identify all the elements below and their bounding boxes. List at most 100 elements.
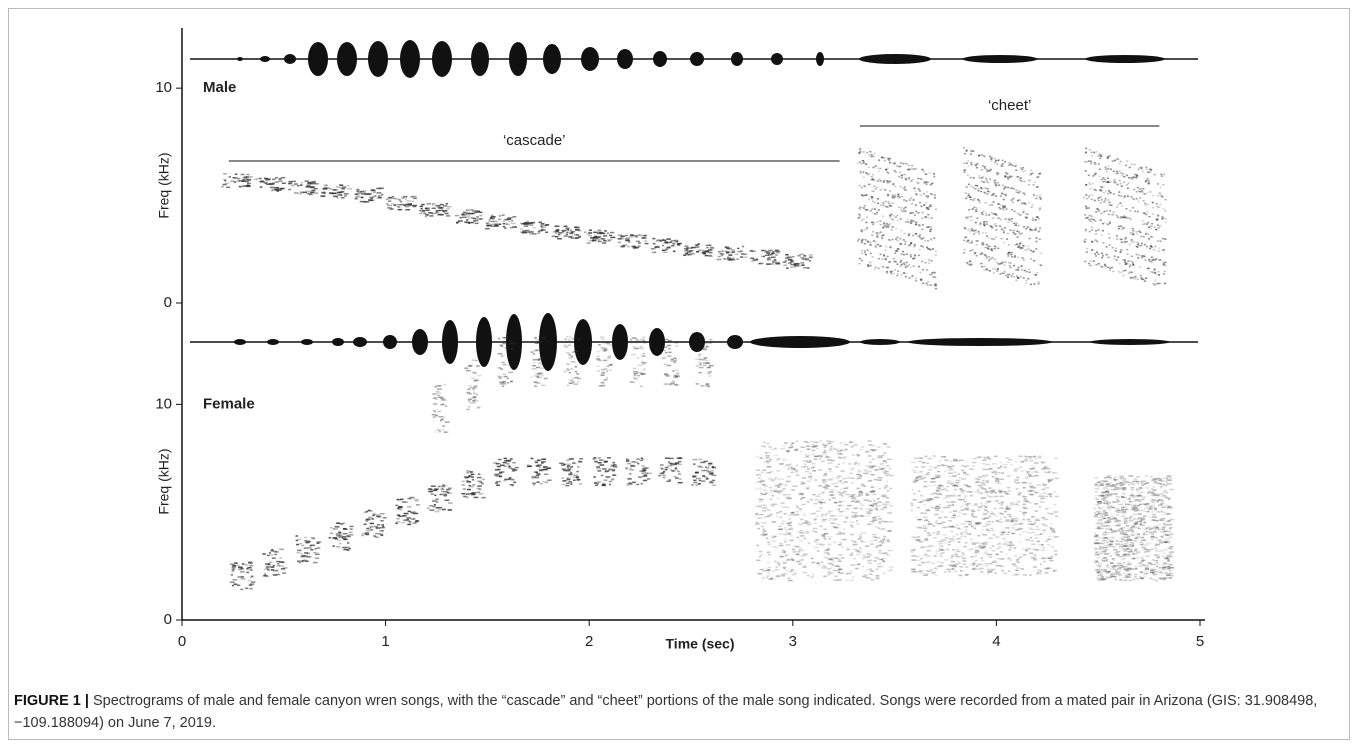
spectrogram-texture (1089, 231, 1091, 233)
spectrogram-texture (800, 494, 804, 496)
spectrogram-texture (976, 244, 978, 246)
spectrogram-texture (315, 554, 320, 556)
spectrogram-texture (1010, 254, 1012, 256)
spectrogram-texture (875, 241, 877, 243)
spectrogram-texture (544, 225, 546, 227)
spectrogram-texture (344, 193, 349, 195)
spectrogram-texture (834, 519, 837, 521)
spectrogram-texture (982, 243, 984, 245)
spectrogram-texture (1160, 174, 1162, 176)
spectrogram-texture (496, 481, 501, 483)
spectrogram-texture (230, 564, 234, 566)
spectrogram-texture (853, 508, 857, 510)
spectrogram-texture (1121, 228, 1123, 230)
spectrogram-texture (389, 198, 392, 200)
spectrogram-texture (566, 352, 570, 354)
spectrogram-texture (910, 242, 912, 244)
spectrogram-texture (234, 181, 236, 183)
spectrogram-texture (805, 486, 810, 488)
spectrogram-texture (396, 518, 399, 520)
spectrogram-texture (1139, 232, 1141, 234)
spectrogram-texture (542, 469, 544, 471)
spectrogram-texture (701, 480, 705, 482)
spectrogram-texture (916, 181, 918, 183)
spectrogram-texture (1027, 278, 1029, 280)
spectrogram-texture (232, 585, 234, 587)
spectrogram-texture (927, 196, 929, 198)
spectrogram-texture (809, 513, 812, 515)
spectrogram-texture (874, 449, 877, 451)
spectrogram-texture (971, 216, 973, 218)
spectrogram-texture (732, 251, 735, 253)
spectrogram-texture (356, 191, 359, 193)
spectrogram-texture (982, 165, 984, 167)
spectrogram-texture (958, 541, 961, 543)
spectrogram-texture (1099, 190, 1101, 192)
spectrogram-texture (1156, 274, 1158, 276)
spectrogram-texture (529, 465, 532, 467)
spectrogram-texture (702, 359, 705, 361)
spectrogram-texture (1096, 208, 1098, 210)
spectrogram-texture (898, 166, 900, 168)
spectrogram-texture (758, 458, 762, 460)
spectrogram-texture (905, 267, 907, 269)
spectrogram-texture (545, 231, 548, 233)
spectrogram-texture (756, 545, 758, 547)
spectrogram-texture (475, 223, 479, 225)
spectrogram-texture (446, 489, 450, 491)
spectrogram-texture (1017, 277, 1019, 279)
spectrogram-texture (306, 184, 310, 186)
spectrogram-texture (781, 556, 785, 558)
spectrogram-texture (763, 510, 766, 512)
spectrogram-texture (566, 227, 570, 229)
spectrogram-texture (812, 530, 814, 532)
spectrogram-texture (923, 528, 928, 530)
spectrogram-texture (999, 204, 1001, 206)
spectrogram-texture (455, 215, 459, 217)
spectrogram-texture (476, 400, 478, 402)
spectrogram-texture (1123, 176, 1125, 178)
spectrogram-texture (432, 208, 436, 210)
spectrogram-texture (780, 502, 784, 504)
waveform-burst (771, 53, 783, 65)
spectrogram-texture (398, 507, 402, 509)
spectrogram-texture (789, 571, 793, 573)
spectrogram-texture (1091, 152, 1093, 154)
spectrogram-texture (879, 563, 881, 565)
spectrogram-texture (971, 164, 973, 166)
spectrogram-texture (800, 519, 804, 521)
spectrogram-texture (712, 480, 715, 482)
spectrogram-texture (918, 479, 921, 481)
spectrogram-texture (562, 477, 564, 479)
spectrogram-texture (1010, 547, 1012, 549)
spectrogram-texture (856, 454, 860, 456)
spectrogram-texture (1041, 524, 1045, 526)
spectrogram-texture (962, 560, 966, 562)
spectrogram-texture (977, 489, 979, 491)
spectrogram-texture (1045, 487, 1049, 489)
spectrogram-texture (536, 481, 539, 483)
spectrogram-texture (783, 494, 786, 496)
spectrogram-texture (281, 177, 285, 179)
spectrogram-texture (915, 233, 917, 235)
spectrogram-texture (949, 475, 951, 477)
spectrogram-texture (307, 547, 312, 549)
spectrogram-texture (891, 229, 893, 231)
spectrogram-texture (420, 206, 423, 208)
spectrogram-texture (895, 238, 897, 240)
spectrogram-texture (792, 468, 795, 470)
spectrogram-texture (967, 196, 969, 198)
spectrogram-texture (795, 505, 798, 507)
spectrogram-texture (864, 205, 866, 207)
spectrogram-texture (663, 252, 667, 254)
spectrogram-texture (1040, 252, 1042, 254)
spectrogram-texture (838, 515, 843, 517)
spectrogram-texture (630, 468, 632, 470)
spectrogram-texture (271, 190, 274, 192)
spectrogram-texture (372, 196, 374, 198)
spectrogram-texture (428, 212, 433, 214)
spectrogram-texture (886, 465, 890, 467)
spectrogram-texture (831, 460, 835, 462)
spectrogram-texture (704, 470, 709, 472)
spectrogram-texture (835, 466, 838, 468)
